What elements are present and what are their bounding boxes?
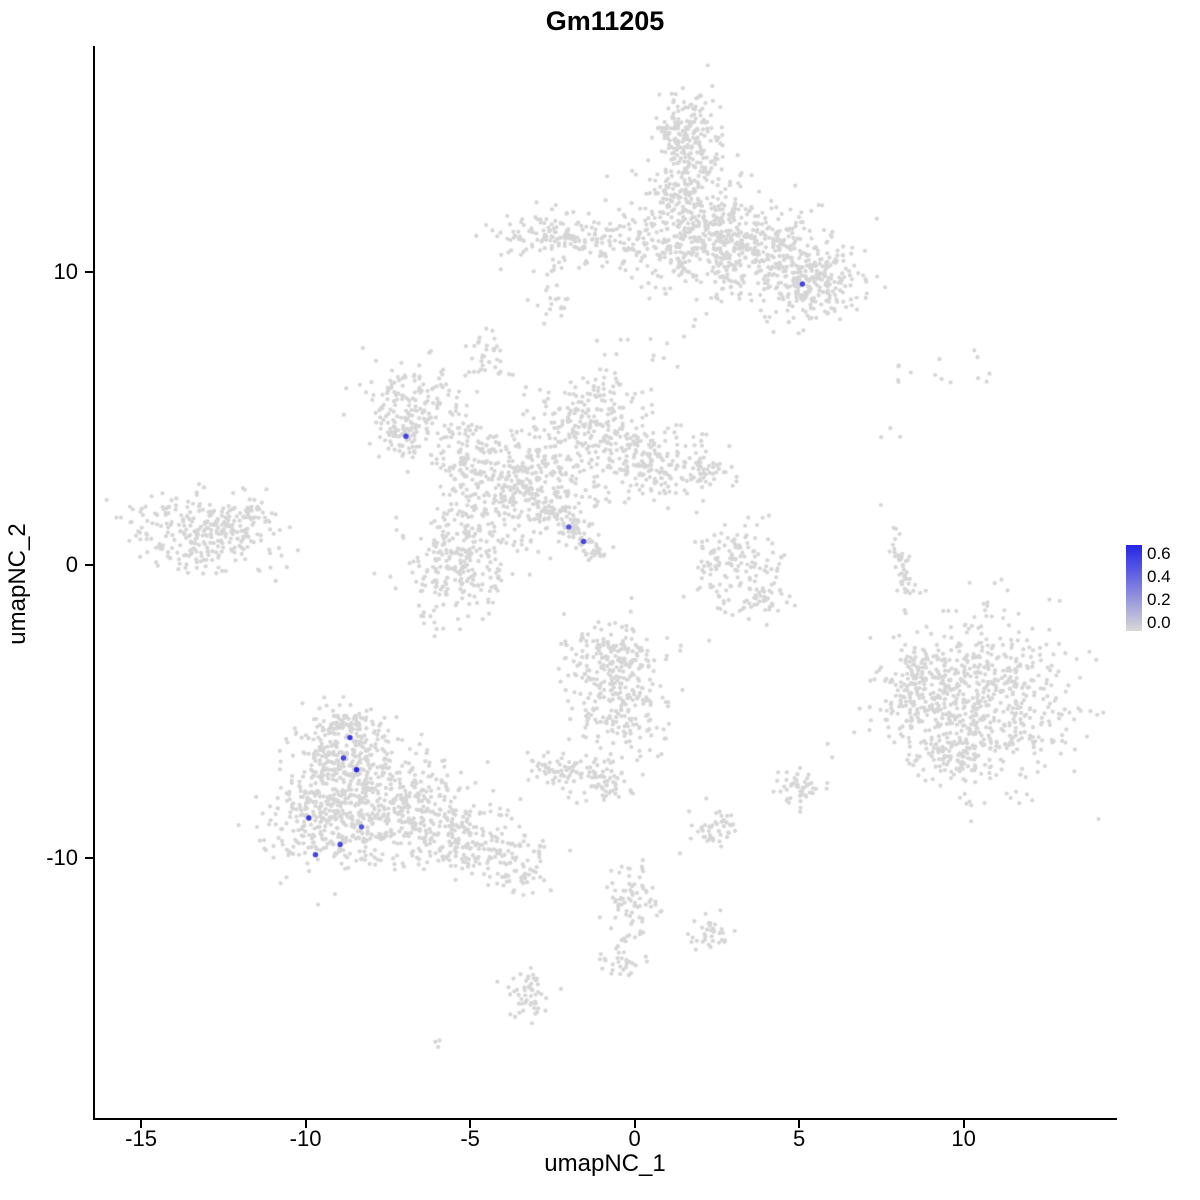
expression-legend: 0.6 0.4 0.2 0.0 (1126, 545, 1171, 631)
x-axis-label: umapNC_1 (544, 1150, 666, 1177)
y-tick-label: 0 (65, 551, 78, 577)
y-tick-mark (85, 563, 93, 566)
x-tick-label: 5 (793, 1126, 806, 1151)
x-tick-label: -15 (125, 1126, 157, 1151)
legend-tick-label: 0.0 (1147, 613, 1171, 632)
x-tick-mark (304, 1120, 307, 1128)
y-tick-mark (85, 271, 93, 274)
x-tick-mark (469, 1120, 472, 1128)
y-tick-mark (85, 856, 93, 859)
y-tick-label: -10 (46, 844, 78, 870)
x-tick-mark (140, 1120, 143, 1128)
x-tick-mark (798, 1120, 801, 1128)
legend-tick-label: 0.2 (1147, 590, 1171, 609)
plot-title: Gm11205 (545, 6, 665, 36)
x-tick-label: -5 (460, 1126, 480, 1151)
legend-tick-label: 0.6 (1147, 544, 1171, 563)
legend-tick-labels: 0.6 0.4 0.2 0.0 (1147, 545, 1171, 631)
legend-tick-label: 0.4 (1147, 567, 1171, 586)
x-tick-mark (962, 1120, 965, 1128)
x-tick-label: 10 (951, 1126, 976, 1151)
x-tick-mark (633, 1120, 636, 1128)
y-axis-label: umapNC_2 (4, 523, 31, 645)
x-axis-line (93, 1118, 1117, 1120)
legend-gradient-bar (1126, 545, 1142, 631)
x-tick-label: -10 (289, 1126, 322, 1151)
x-tick-label: 0 (628, 1126, 641, 1151)
y-axis-line (93, 46, 95, 1120)
y-tick-label: 10 (53, 259, 78, 285)
